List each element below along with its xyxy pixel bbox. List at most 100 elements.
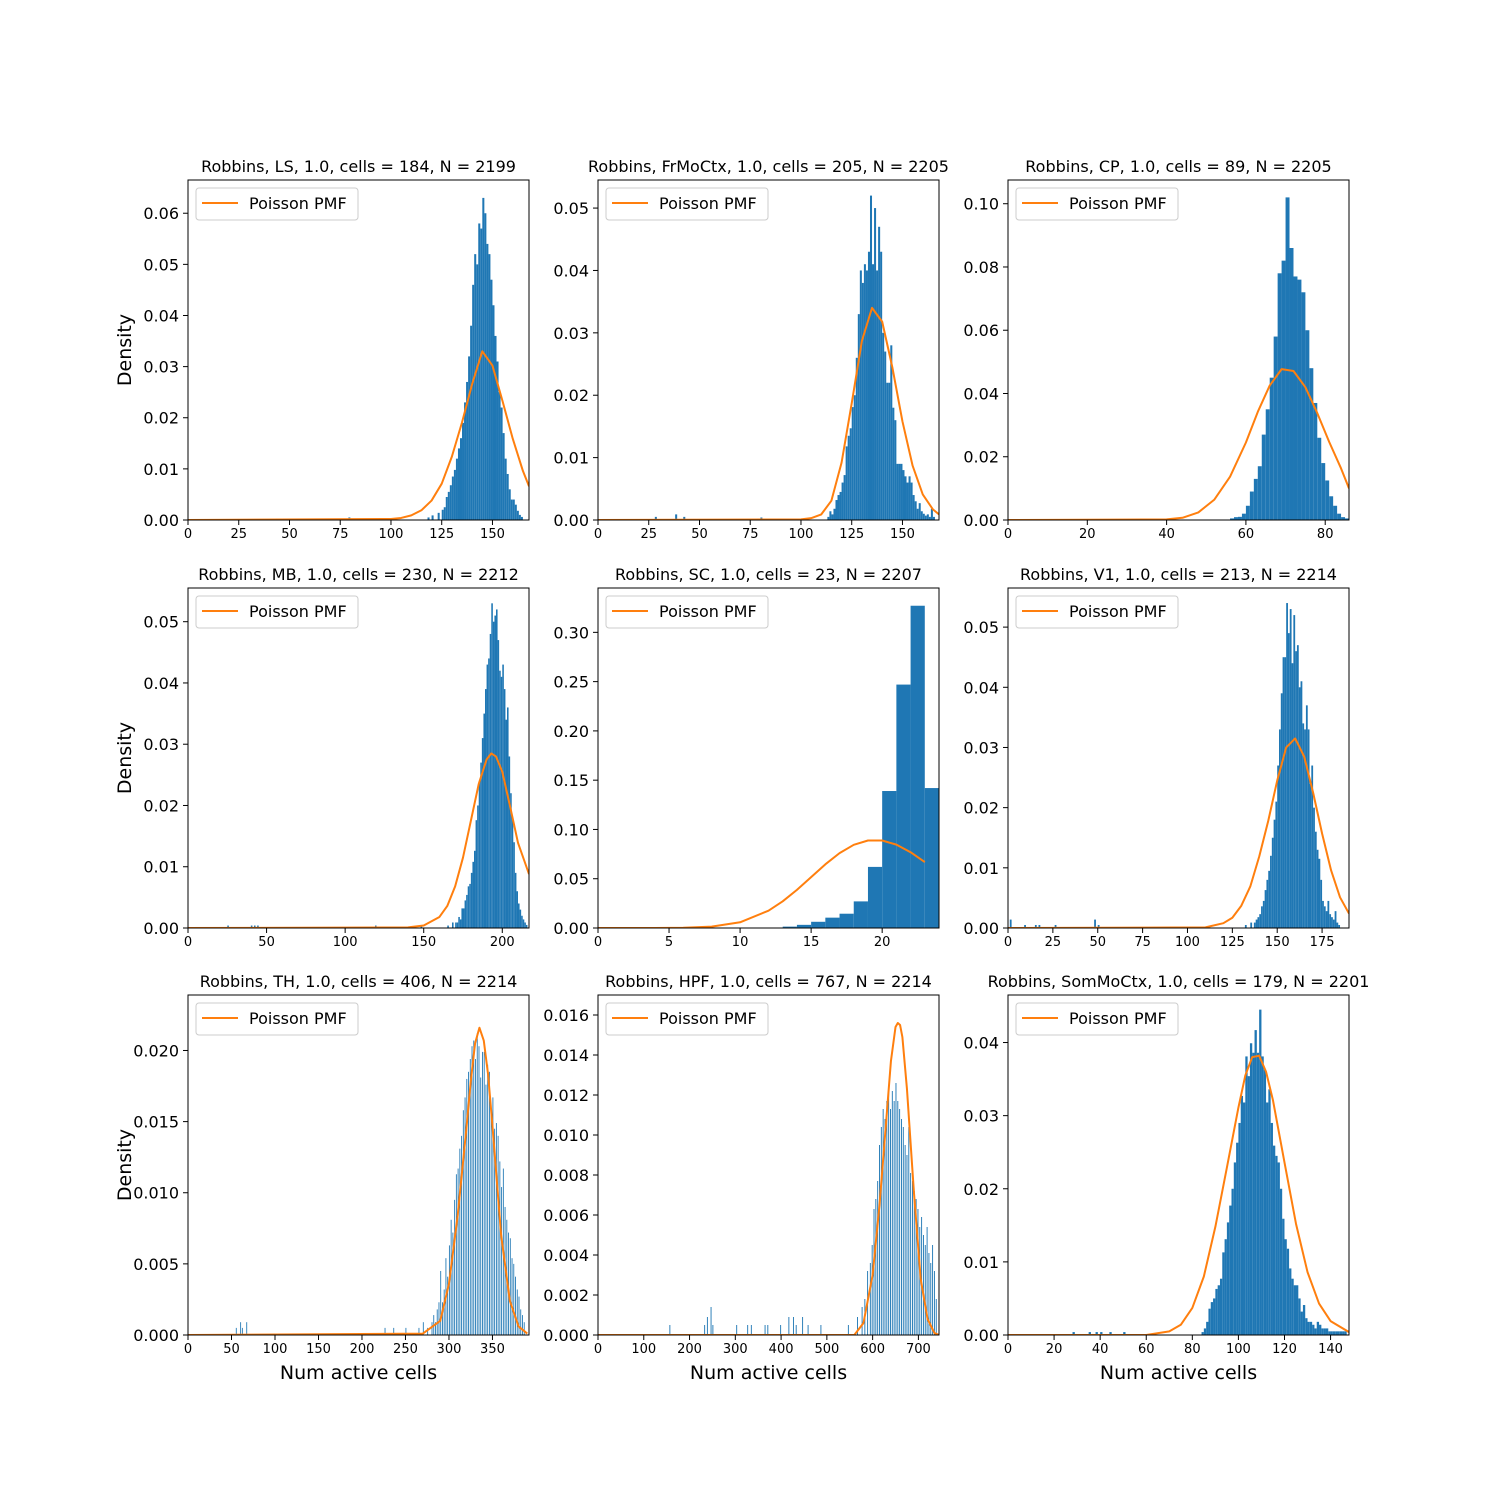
- axes-frame: [1007, 994, 1350, 1336]
- histogram-bar: [508, 756, 511, 928]
- histogram-bar: [495, 1123, 497, 1335]
- histogram-bar: [1297, 279, 1302, 520]
- axes-frame: [597, 587, 940, 929]
- histogram-bar: [452, 1232, 454, 1335]
- legend-box: [195, 1002, 359, 1036]
- x-tick-label: 0: [1004, 935, 1012, 950]
- subplot-title: Robbins, MB, 1.0, cells = 230, N = 2212: [198, 565, 519, 584]
- legend-label: Poisson PMF: [659, 1009, 757, 1028]
- histogram: [1009, 603, 1341, 928]
- histogram-bar: [521, 915, 523, 928]
- histogram-bar: [499, 1161, 501, 1335]
- histogram-bar: [901, 1119, 902, 1335]
- histogram-bar: [453, 469, 456, 520]
- histogram-bar: [1307, 729, 1310, 928]
- histogram-bar: [880, 251, 883, 520]
- histogram-bar: [788, 1317, 790, 1335]
- histogram-bar: [1261, 1056, 1264, 1335]
- histogram-bar: [1265, 409, 1270, 520]
- histogram-bar: [1097, 924, 1100, 928]
- histogram-bar: [469, 1059, 471, 1335]
- histogram-bar: [1293, 1285, 1297, 1335]
- histogram-bar: [1289, 248, 1294, 520]
- histogram-bar: [1317, 437, 1322, 520]
- histogram-bar: [1054, 924, 1057, 928]
- histogram-bar: [501, 1187, 503, 1335]
- histogram-bar: [472, 861, 474, 928]
- histogram-bar: [514, 504, 517, 520]
- histogram-bar: [935, 1299, 937, 1335]
- histogram-bar: [459, 919, 462, 928]
- histogram-bar: [807, 1325, 809, 1335]
- histogram-bar: [464, 402, 467, 520]
- histogram-bar: [250, 925, 253, 928]
- y-tick-label: 0.06: [143, 204, 179, 223]
- histogram-bar: [1247, 1076, 1250, 1335]
- y-axis-label: Density: [114, 722, 136, 794]
- x-tick-label: 140: [1318, 1342, 1343, 1357]
- y-axis-label: Density: [114, 314, 136, 386]
- histogram-bar: [511, 817, 514, 928]
- histogram-bar: [839, 913, 854, 928]
- histogram-bar: [464, 1097, 466, 1335]
- histogram-bar: [1257, 917, 1260, 928]
- histogram-bar: [1088, 1332, 1091, 1335]
- histogram-bar: [507, 707, 509, 928]
- y-tick-label: 0.08: [963, 258, 999, 277]
- x-tick-label: 100: [1175, 935, 1200, 950]
- histogram-bar: [1094, 919, 1096, 928]
- histogram-bar: [916, 508, 919, 520]
- x-tick-label: 20: [874, 935, 891, 950]
- histogram-bar: [1319, 1324, 1322, 1335]
- histogram: [768, 605, 939, 928]
- histogram-bar: [930, 1263, 932, 1335]
- histogram-bar: [427, 1327, 429, 1335]
- histogram-bar: [837, 495, 840, 520]
- histogram-bar: [514, 872, 517, 928]
- histogram-bar: [820, 1325, 822, 1335]
- histogram-bar: [418, 1327, 420, 1335]
- x-tick-label: 0: [184, 527, 192, 542]
- histogram-bar: [902, 470, 905, 520]
- histogram-bar: [254, 925, 256, 928]
- histogram-bar: [750, 1325, 752, 1335]
- histogram-bar: [502, 433, 505, 520]
- histogram-bar: [894, 420, 897, 520]
- poisson-pmf-line: [188, 1026, 528, 1335]
- histogram-bar: [502, 664, 504, 928]
- x-tick-label: 100: [379, 527, 404, 542]
- histogram-bar: [457, 1168, 459, 1335]
- x-tick-label: 150: [411, 935, 436, 950]
- histogram-bar: [469, 883, 471, 928]
- histogram-bar: [1244, 924, 1247, 928]
- histogram-bar: [915, 1199, 917, 1335]
- histogram-bar: [1269, 377, 1274, 520]
- subplot-3: 0 50 100 150 200 0.00 0.01 0.02 0.03 0.04 0.05 Robb…: [114, 565, 530, 950]
- histogram-bar: [497, 640, 500, 928]
- histogram-bar: [1313, 402, 1318, 520]
- histogram-bar: [450, 1219, 452, 1335]
- histogram-bar: [438, 1302, 440, 1335]
- histogram-bar: [483, 1051, 485, 1335]
- y-tick-label: 0.02: [143, 409, 179, 428]
- y-tick-label: 0.010: [543, 1126, 589, 1145]
- y-tick-label: 0.04: [963, 384, 999, 403]
- histogram-bar: [1217, 1285, 1220, 1335]
- x-tick-label: 20: [1046, 1342, 1063, 1357]
- histogram-bar: [890, 1109, 891, 1335]
- histogram-bar: [839, 491, 842, 520]
- histogram-bar: [1307, 1321, 1310, 1335]
- histogram-bar: [1342, 1331, 1345, 1335]
- y-tick-label: 0.00: [963, 919, 999, 938]
- histogram-bar: [669, 1325, 671, 1335]
- histogram-bar: [478, 780, 481, 928]
- histogram-bar: [447, 1276, 449, 1335]
- histogram-bar: [896, 684, 911, 928]
- histogram-bar: [874, 208, 877, 520]
- y-tick-label: 0.02: [553, 386, 589, 405]
- histogram-bar: [1284, 1239, 1287, 1335]
- histogram-bar: [1329, 496, 1334, 520]
- histogram-bar: [1215, 1288, 1218, 1335]
- histogram-bar: [257, 925, 259, 928]
- y-tick-label: 0.02: [963, 1180, 999, 1199]
